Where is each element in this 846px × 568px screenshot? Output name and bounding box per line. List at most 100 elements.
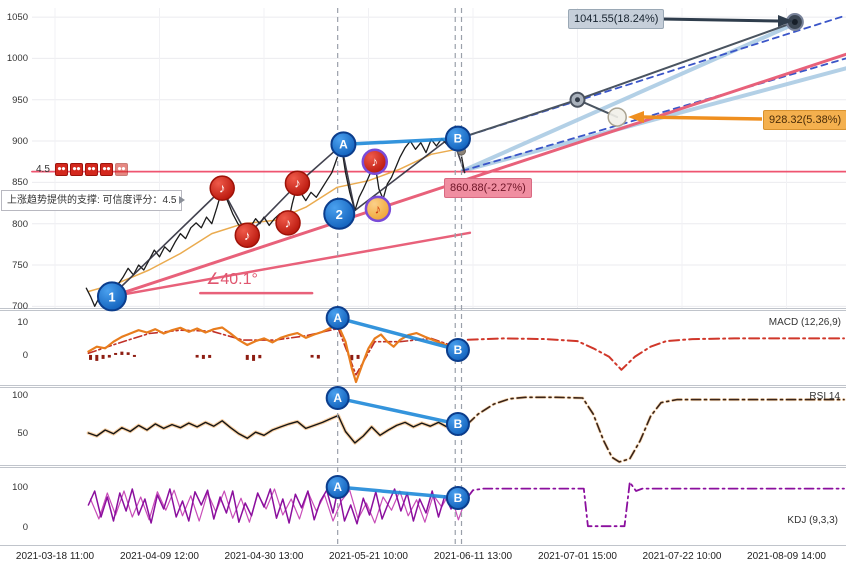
- kdj-k-line: [87, 487, 466, 525]
- y-axis-label: 1050: [6, 12, 28, 24]
- y-axis-label: 50: [17, 427, 28, 439]
- macd-histogram-bar: [132, 354, 136, 357]
- target-arrow: [661, 17, 779, 23]
- macd-line: [87, 324, 466, 384]
- mid-price-badge[interactable]: 928.32(5.38%): [763, 110, 846, 130]
- projection-gray: [457, 21, 796, 140]
- svg-text:A: A: [339, 137, 348, 151]
- macd-histogram-bar: [350, 354, 354, 361]
- macd-histogram-bar: [201, 354, 205, 359]
- marker-b-kdj[interactable]: B: [445, 486, 470, 510]
- y-axis-label: 10: [17, 316, 28, 328]
- marker-1-price[interactable]: 1: [96, 281, 127, 312]
- marker-b-macd[interactable]: B: [445, 337, 470, 362]
- macd-signal-line: [87, 327, 466, 376]
- music-note-icon: ♪: [375, 201, 382, 216]
- music-note-icon: ♪: [372, 154, 379, 169]
- y-axis-label: 100: [12, 482, 28, 493]
- svg-text:A: A: [333, 391, 342, 405]
- rsi-projection-line: [467, 396, 845, 463]
- projection-dot-light-ring: [607, 107, 627, 127]
- y-axis-label: 0: [22, 522, 28, 533]
- support-tooltip: 上涨趋势提供的支撑: 可信度评分：4.5: [1, 190, 186, 211]
- svg-text:B: B: [454, 491, 463, 505]
- x-axis-label: 2021-08-09 14:00: [747, 551, 826, 562]
- projection-dot-gray-ring: [569, 91, 586, 108]
- macd-projection-line: [466, 337, 845, 371]
- projection-band-upper: [460, 21, 797, 173]
- macd-label: MACD (12,26,9): [768, 317, 841, 328]
- macd-histogram-bar: [316, 354, 320, 359]
- macd-histogram-bar: [95, 354, 99, 361]
- x-axis-label: 2021-05-21 10:00: [329, 551, 408, 562]
- music-note-marker[interactable]: ♪: [361, 148, 389, 175]
- x-axis-label: 2021-03-18 11:00: [15, 551, 95, 562]
- y-axis-label: 850: [12, 177, 28, 189]
- rsi-ab-connector: [337, 396, 459, 426]
- music-note-marker[interactable]: ♪: [364, 195, 392, 223]
- rsi-label: RSI 14: [809, 391, 840, 402]
- macd-histogram-bar: [245, 354, 249, 360]
- projection-dashed-lower: [461, 57, 846, 172]
- svg-text:A: A: [333, 480, 342, 494]
- confidence-icon-half: [114, 163, 128, 176]
- marker-a-rsi[interactable]: A: [325, 386, 350, 411]
- music-note-marker[interactable]: ♪: [275, 210, 301, 236]
- x-axis-label: 2021-04-30 13:00: [224, 551, 304, 562]
- svg-text:B: B: [454, 132, 463, 146]
- y-axis-label: 750: [12, 260, 28, 272]
- confidence-score-row: 4.5: [36, 163, 128, 176]
- marker-a-kdj[interactable]: A: [325, 475, 350, 499]
- confidence-score-value: 4.5: [36, 164, 50, 175]
- macd-histogram-bar: [310, 354, 314, 358]
- x-axis-label: 2021-07-22 10:00: [642, 551, 722, 562]
- marker-a-price[interactable]: A: [330, 131, 357, 158]
- macd-histogram-bar: [107, 354, 111, 358]
- x-axis-label: 2021-07-01 15:00: [538, 551, 617, 562]
- x-axis-label: 2021-06-11 13:00: [433, 551, 513, 562]
- music-note-icon: ♪: [285, 215, 292, 230]
- confidence-icon: [99, 163, 113, 176]
- svg-text:B: B: [454, 343, 463, 357]
- svg-text:B: B: [454, 417, 463, 431]
- y-axis-label: 1000: [6, 53, 28, 65]
- music-note-icon: ♪: [294, 176, 301, 191]
- target-price-badge[interactable]: 1041.55(18.24%): [568, 9, 665, 29]
- music-note-icon: ♪: [244, 228, 251, 243]
- macd-histogram-bar: [258, 354, 262, 359]
- macd-histogram-bar: [252, 354, 256, 361]
- kdj-projection-line: [466, 481, 845, 528]
- y-axis-label: 900: [12, 136, 28, 148]
- marker-b-rsi[interactable]: B: [445, 412, 470, 437]
- y-axis-label: 800: [12, 218, 28, 230]
- macd-histogram-bar: [356, 354, 360, 359]
- music-note-icon: ♪: [219, 181, 226, 196]
- music-note-marker[interactable]: ♪: [234, 222, 261, 249]
- marker-a-macd[interactable]: A: [325, 305, 350, 330]
- macd-histogram-bar: [126, 352, 130, 355]
- y-axis-label: 950: [12, 94, 28, 106]
- macd-ab-connector: [337, 316, 459, 352]
- target-arrow-head-icon: [778, 15, 793, 27]
- confidence-icon: [84, 163, 98, 176]
- trend-line-main: [110, 52, 846, 298]
- rsi-projection-glow: [466, 395, 846, 464]
- marker-b-price[interactable]: B: [444, 125, 471, 152]
- price-ab-connector: [343, 136, 459, 147]
- music-note-marker[interactable]: ♪: [209, 175, 235, 201]
- macd-histogram-bar: [101, 354, 105, 359]
- mid-arrow: [641, 115, 763, 121]
- svg-text:2: 2: [336, 207, 343, 222]
- macd-histogram-bar: [208, 354, 212, 358]
- y-axis-label: 100: [12, 389, 28, 401]
- kdj-label: KDJ (9,3,3): [787, 515, 838, 526]
- y-axis-label: 0: [22, 349, 28, 361]
- macd-histogram-bar: [89, 354, 93, 360]
- rsi-line: [87, 414, 466, 444]
- marker-2-price[interactable]: 2: [323, 197, 356, 230]
- x-axis-label: 2021-04-09 12:00: [120, 551, 199, 562]
- music-note-marker[interactable]: ♪: [284, 170, 311, 196]
- macd-histogram-bar: [120, 351, 124, 355]
- macd-histogram-bar: [114, 352, 118, 355]
- y-axis-label: 700: [12, 301, 28, 313]
